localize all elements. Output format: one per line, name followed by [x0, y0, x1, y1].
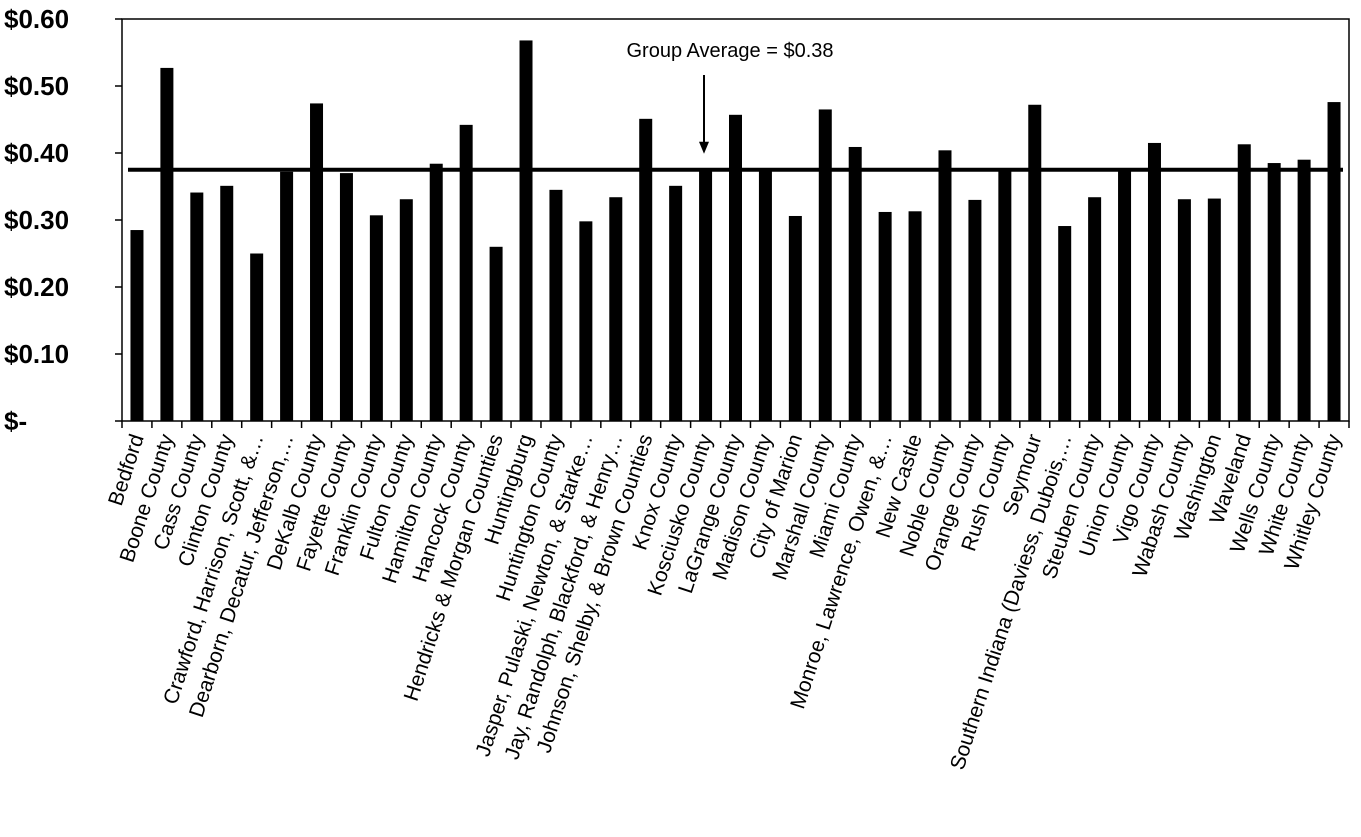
y-tick-label: $0.10	[4, 339, 69, 369]
bar	[489, 246, 503, 421]
y-tick-label: $0.20	[4, 272, 69, 302]
bar	[878, 211, 892, 421]
y-tick-label: $0.50	[4, 71, 69, 101]
bar	[429, 163, 443, 421]
bar	[1088, 197, 1102, 421]
bar	[1267, 163, 1281, 422]
bar	[220, 185, 234, 421]
bar	[459, 124, 473, 422]
bar	[788, 215, 802, 421]
bar	[1028, 104, 1042, 421]
bar-series	[130, 40, 1341, 422]
bar	[609, 197, 623, 421]
y-tick-label: $0.30	[4, 205, 69, 235]
bar	[160, 67, 174, 421]
bar	[938, 150, 952, 421]
bar	[968, 199, 982, 421]
bar	[998, 171, 1012, 421]
bar	[1207, 198, 1221, 421]
bar	[130, 230, 144, 421]
bar	[1237, 144, 1251, 422]
bar	[1147, 142, 1161, 421]
bar	[818, 109, 832, 421]
bar	[369, 215, 383, 421]
bar	[729, 114, 742, 421]
bar	[1118, 169, 1132, 421]
bar	[699, 168, 713, 421]
bar	[758, 169, 772, 421]
bar	[280, 171, 294, 421]
bar	[250, 253, 264, 421]
bar	[519, 40, 533, 421]
bar	[549, 189, 563, 421]
y-tick-label: $0.40	[4, 138, 69, 168]
bar	[310, 103, 324, 422]
bar	[1058, 226, 1072, 421]
bar	[1327, 102, 1341, 421]
bar	[190, 192, 204, 421]
group-average-label: Group Average = $0.38	[626, 40, 833, 62]
y-axis: $- $0.10 $0.20 $0.30 $0.40 $0.50 $0.60	[4, 4, 122, 436]
bar	[669, 185, 683, 421]
bar	[1177, 199, 1191, 421]
bar	[1297, 159, 1311, 421]
bar	[639, 118, 653, 421]
bar	[399, 199, 413, 421]
plot-frame	[121, 18, 1350, 422]
plot-area-border	[121, 18, 1350, 422]
bar	[908, 211, 922, 421]
y-tick-label: $-	[4, 406, 27, 436]
bar	[579, 221, 593, 421]
y-tick-label: $0.60	[4, 4, 69, 34]
bar	[848, 146, 862, 421]
annotation-arrow-head	[699, 141, 709, 154]
bar	[339, 173, 353, 421]
average-annotation: Group Average = $0.38	[128, 40, 1343, 172]
